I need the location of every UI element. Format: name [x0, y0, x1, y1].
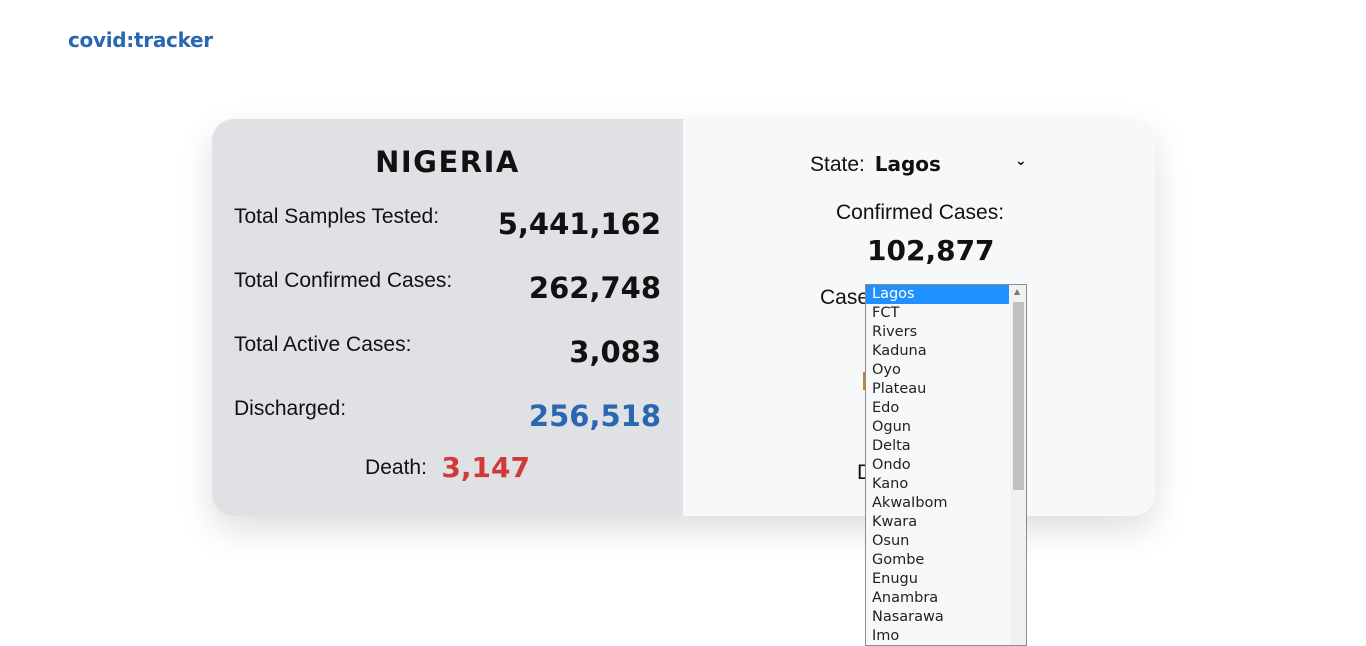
death-value: 3,147	[441, 451, 530, 484]
dropdown-options: Lagos FCT Rivers Kaduna Oyo Plateau Edo Ogun Del…	[866, 285, 1026, 645]
app-logo[interactable]: covid:tracker	[68, 28, 213, 52]
dropdown-option-ondo[interactable]: Ondo	[872, 457, 911, 473]
dropdown-option-akwaibom[interactable]: AkwaIbom	[872, 495, 948, 511]
dropdown-option-fct[interactable]: FCT	[872, 305, 900, 321]
scrollbar-thumb[interactable]	[1013, 302, 1024, 490]
chevron-down-icon: ⌄	[1014, 153, 1027, 169]
dropdown-option-enugu[interactable]: Enugu	[872, 571, 918, 587]
selected-state: Lagos	[874, 152, 941, 176]
state-label: State:	[810, 153, 865, 176]
dropdown-option-delta[interactable]: Delta	[872, 438, 911, 454]
total-confirmed-row: Total Confirmed Cases: 262,748	[234, 269, 661, 309]
dropdown-option-plateau[interactable]: Plateau	[872, 381, 927, 397]
discharged-value: 256,518	[528, 399, 661, 433]
death-label: Death:	[365, 455, 427, 479]
country-title: NIGERIA	[375, 145, 520, 179]
state-dropdown-list[interactable]: Lagos FCT Rivers Kaduna Oyo Plateau Edo Ogun Del…	[865, 284, 1027, 646]
dropdown-option-gombe[interactable]: Gombe	[872, 552, 925, 568]
dropdown-option-rivers[interactable]: Rivers	[872, 324, 918, 340]
total-confirmed-label: Total Confirmed Cases:	[234, 269, 453, 292]
dropdown-option-kaduna[interactable]: Kaduna	[872, 343, 927, 359]
state-cases-label: Case	[820, 286, 870, 309]
dropdown-option-kano[interactable]: Kano	[872, 476, 909, 492]
total-active-label: Total Active Cases:	[234, 333, 412, 356]
dropdown-option-kwara[interactable]: Kwara	[872, 514, 918, 530]
dropdown-scrollbar[interactable]: ▲	[1010, 285, 1026, 645]
total-active-row: Total Active Cases: 3,083	[234, 333, 661, 373]
total-samples-label: Total Samples Tested:	[234, 205, 440, 228]
discharged-row: Discharged: 256,518	[234, 397, 661, 437]
dropdown-option-osun[interactable]: Osun	[872, 533, 910, 549]
total-confirmed-value: 262,748	[528, 271, 661, 305]
national-stats-panel: NIGERIA Total Samples Tested: 5,441,162 …	[212, 119, 683, 516]
dropdown-option-imo[interactable]: Imo	[872, 628, 900, 644]
total-samples-value: 5,441,162	[497, 207, 661, 241]
dropdown-option-nasarawa[interactable]: Nasarawa	[872, 609, 944, 625]
stats-card: NIGERIA Total Samples Tested: 5,441,162 …	[212, 119, 1155, 516]
discharged-label: Discharged:	[234, 397, 347, 420]
dropdown-option-oyo[interactable]: Oyo	[872, 362, 901, 378]
scroll-up-icon[interactable]: ▲	[1014, 287, 1021, 296]
dropdown-option-anambra[interactable]: Anambra	[872, 590, 939, 606]
state-confirmed-value: 102,877	[867, 234, 995, 267]
total-samples-row: Total Samples Tested: 5,441,162	[234, 205, 661, 245]
dropdown-option-lagos[interactable]: Lagos	[866, 285, 1009, 304]
total-active-value: 3,083	[569, 335, 661, 369]
state-confirmed-label: Confirmed Cases:	[836, 201, 1005, 224]
state-selector-row: State: Lagos ⌄	[810, 152, 1027, 177]
death-row: Death: 3,147	[212, 451, 683, 484]
dropdown-option-ogun[interactable]: Ogun	[872, 419, 911, 435]
state-select[interactable]: Lagos ⌄	[875, 152, 1027, 176]
dropdown-option-edo[interactable]: Edo	[872, 400, 900, 416]
